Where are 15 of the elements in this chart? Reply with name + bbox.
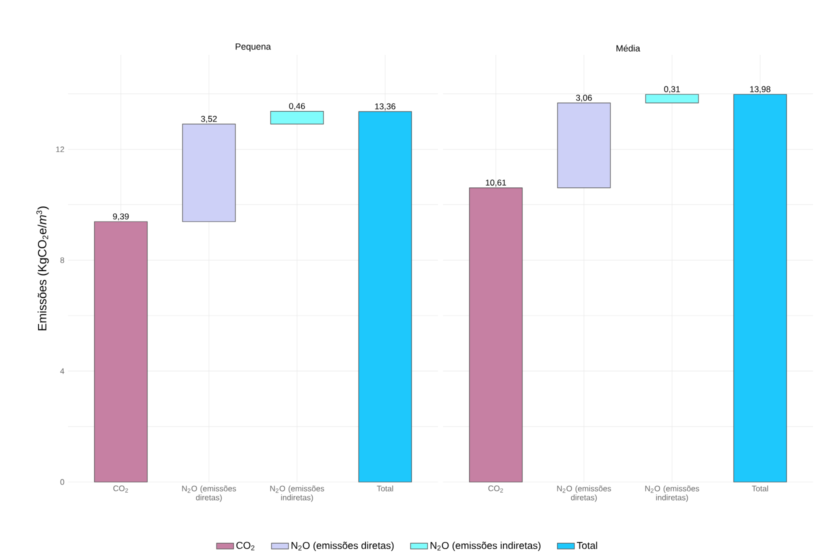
text: 10,61 — [486, 180, 506, 187]
chart-title: Pequena — [236, 43, 271, 52]
legend-label: CO$_{2}$ — [236, 542, 254, 550]
text: 13,36 — [375, 103, 396, 110]
y-axis-title: Emissões (KgCO$_{2}$e/m$^{3}$) — [36, 206, 49, 330]
chart-title: Média — [616, 44, 640, 52]
legend-label: N$_{2}$O (emissões indiretas) — [430, 542, 540, 551]
text: 9,39 — [113, 213, 129, 220]
text: 0,46 — [289, 103, 305, 110]
text: 0,31 — [664, 86, 680, 94]
legend-label: N$_{2}$O (emissões diretas) — [292, 542, 394, 551]
legend-label: Total — [576, 542, 598, 550]
text: 3,52 — [201, 116, 217, 123]
text: 3,06 — [576, 94, 592, 102]
text: 13,98 — [750, 86, 770, 94]
